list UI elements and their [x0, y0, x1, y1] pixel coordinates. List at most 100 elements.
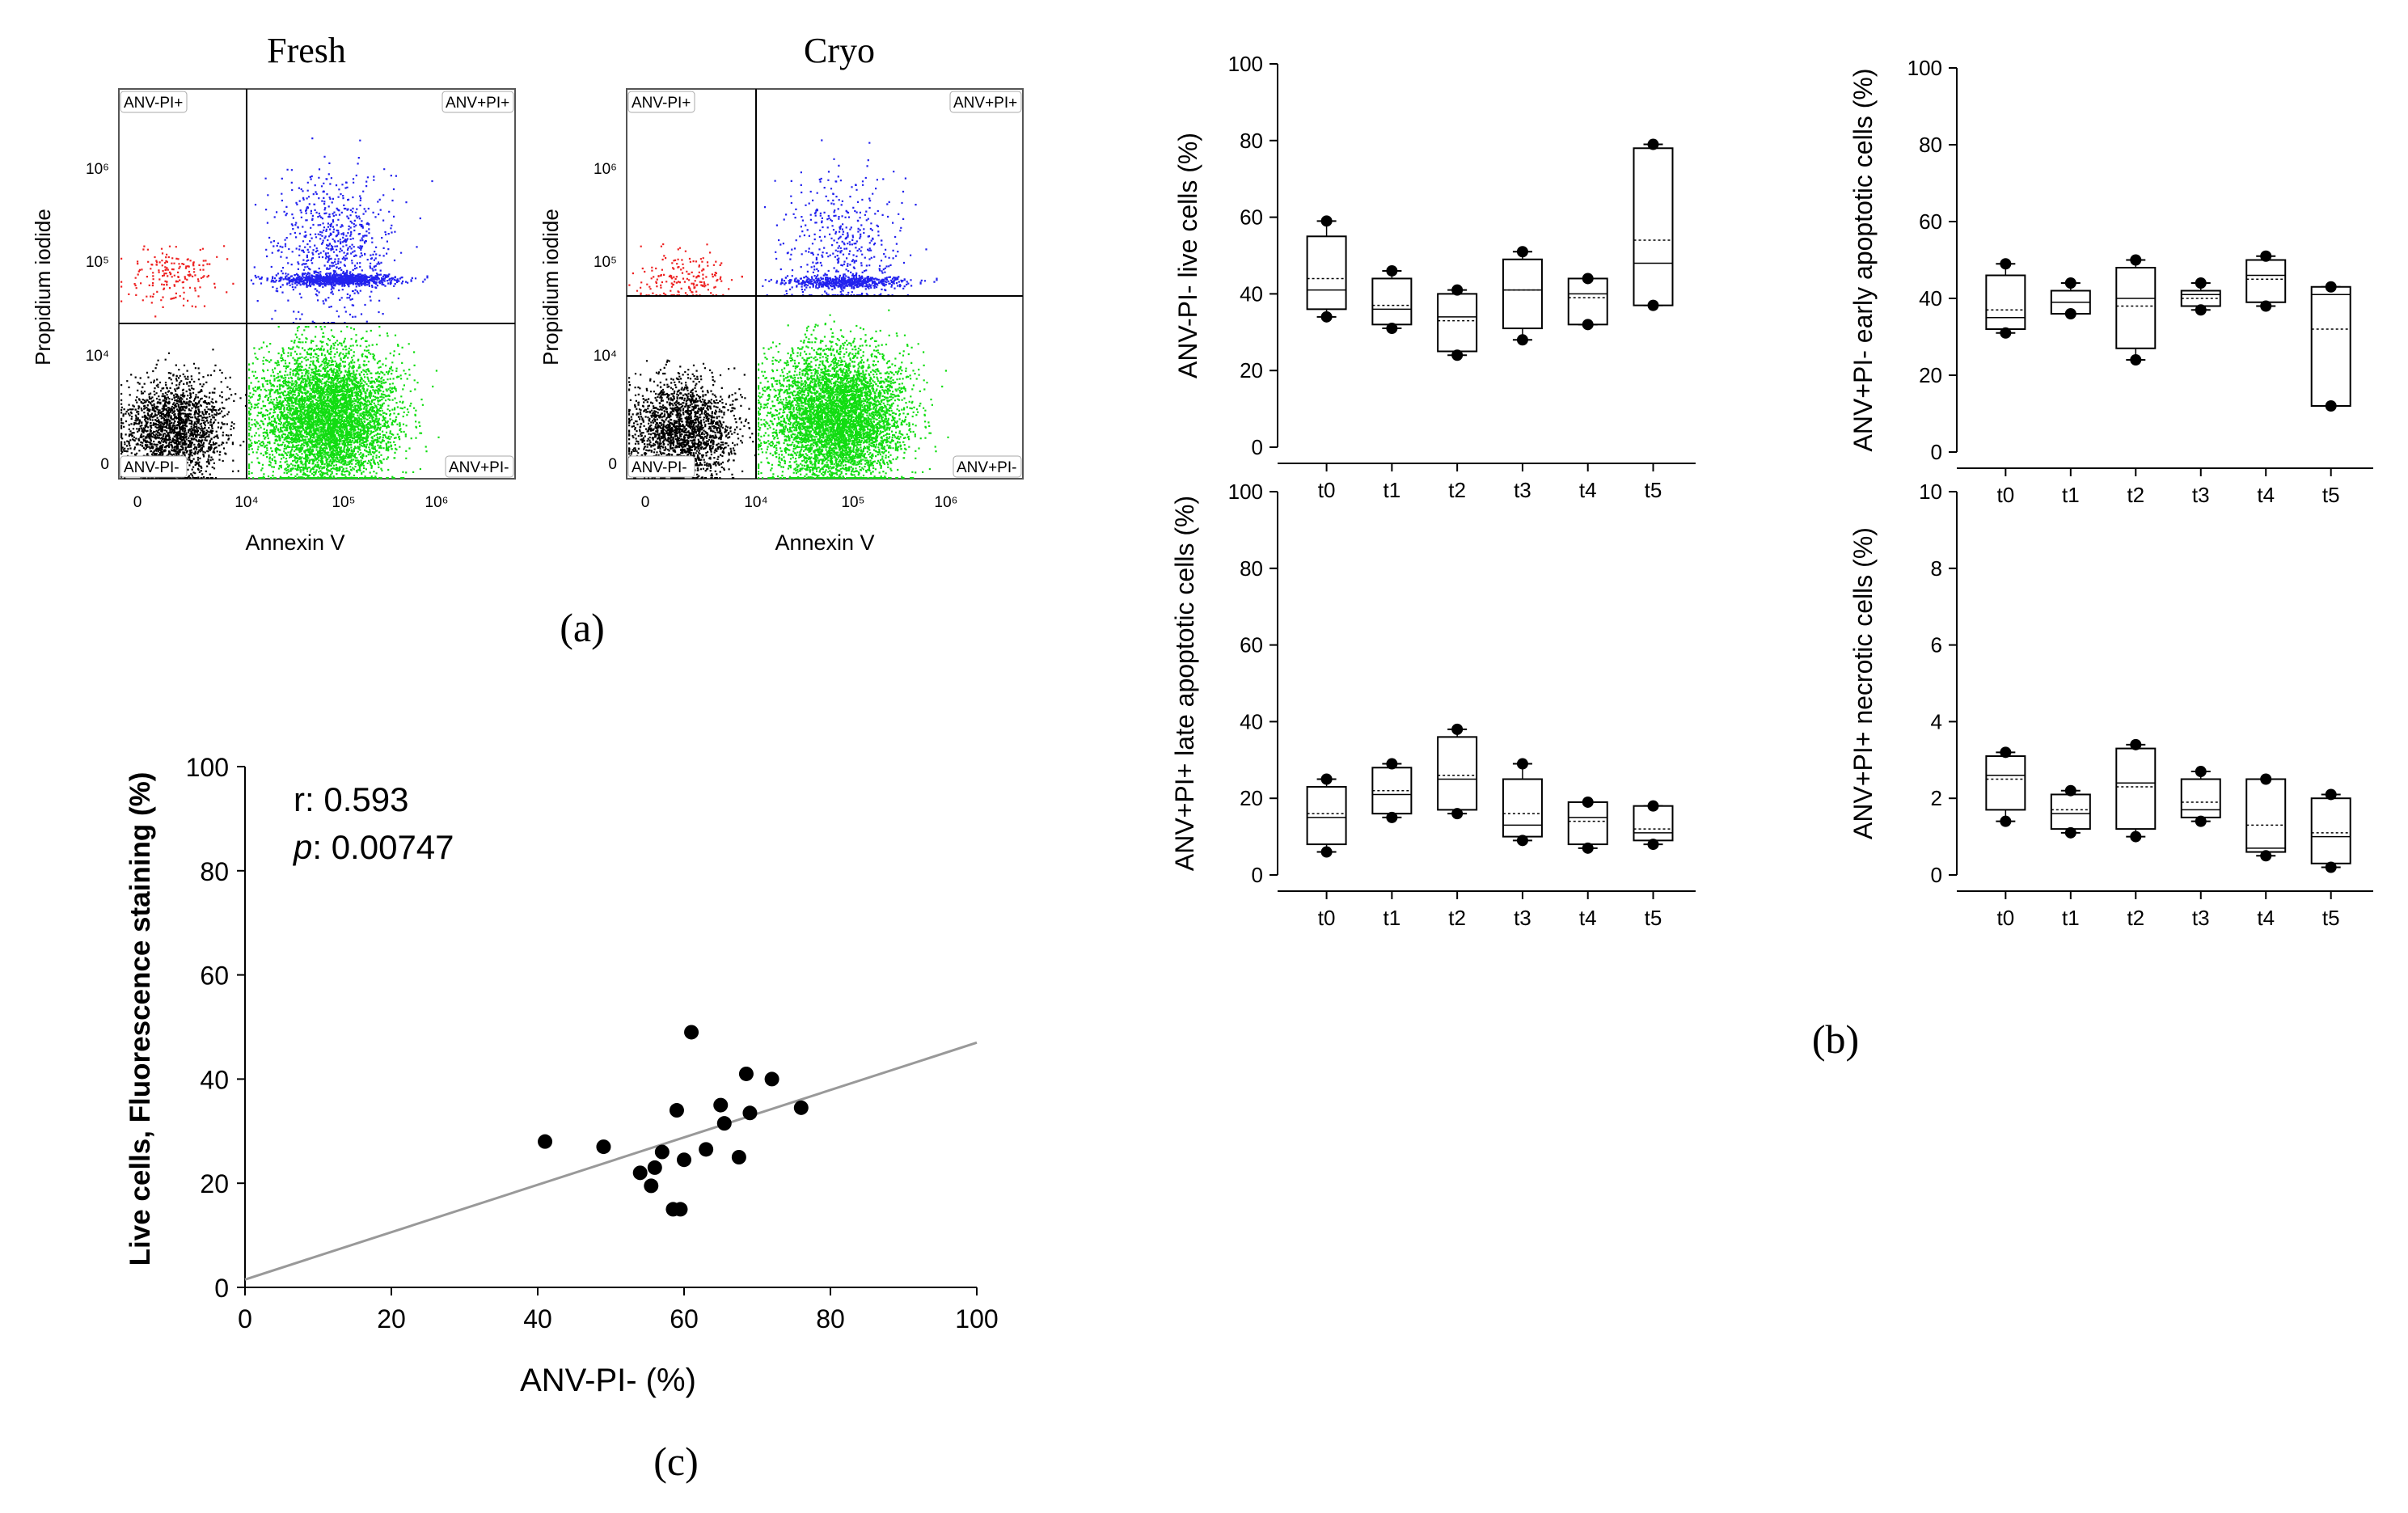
outlier-point	[1647, 839, 1659, 851]
y-tick-label: 6	[1931, 633, 1942, 657]
y-tick-label: 100	[1228, 480, 1263, 504]
outlier-point	[1451, 723, 1464, 735]
y-tick-label: 20	[1919, 363, 1942, 387]
box	[2180, 778, 2221, 818]
x-tick-label: t3	[1514, 478, 1531, 502]
outlier-point	[2325, 861, 2337, 873]
flow-dots-ANV+PI-	[248, 326, 440, 480]
outlier-point	[2130, 254, 2142, 266]
box	[1567, 801, 1608, 846]
x-tick-label: t2	[1448, 478, 1466, 502]
flow-xtick: 10⁶	[935, 494, 958, 511]
data-point	[684, 1025, 699, 1040]
outlier-point	[2130, 830, 2142, 843]
x-tick-label: t2	[1448, 906, 1466, 930]
outlier-point	[1386, 323, 1398, 335]
box	[1437, 736, 1478, 811]
outlier-point	[1386, 811, 1398, 823]
outlier-point	[2064, 277, 2076, 289]
flow-points	[120, 137, 440, 480]
flow-ytick: 10⁴	[86, 348, 109, 365]
data-point	[644, 1178, 659, 1194]
flow-xtick: 10⁶	[425, 494, 449, 511]
r-annotation: r: 0.593	[294, 780, 408, 818]
flow-ylabel: Propidium iodide	[31, 209, 55, 366]
data-point	[632, 1165, 648, 1181]
regression-line	[244, 1041, 978, 1281]
y-axis-label: ANV+PI+ late apoptotic cells (%)	[1170, 496, 1199, 871]
flow-ytick: 10⁶	[86, 161, 109, 178]
y-tick-label: 10	[1919, 480, 1942, 504]
flow-xlabel: Annexin V	[775, 530, 874, 555]
y-tick-label: 100	[186, 753, 229, 782]
flow-title-fresh: Fresh	[267, 31, 346, 70]
outlier-point	[1386, 264, 1398, 277]
box	[2310, 285, 2351, 407]
box	[1437, 293, 1478, 353]
y-tick-label: 0	[1931, 440, 1942, 464]
outlier-point	[1451, 284, 1464, 296]
outlier-point	[1647, 800, 1659, 812]
data-point	[764, 1071, 779, 1087]
outlier-point	[1386, 758, 1398, 770]
y-tick-label: 40	[200, 1065, 229, 1094]
flow-dots-ANV-PI-	[628, 359, 757, 480]
outlier-point	[2260, 773, 2272, 785]
data-point	[673, 1202, 688, 1217]
x-tick-label: t5	[1645, 478, 1662, 502]
x-tick-label: 100	[955, 1304, 998, 1333]
flow-ytick: 10⁵	[86, 254, 109, 271]
data-point	[699, 1142, 714, 1157]
outlier-point	[1451, 808, 1464, 820]
x-tick-label: 40	[523, 1304, 552, 1333]
svg-text:ANV+PI+: ANV+PI+	[953, 95, 1017, 112]
flow-points	[628, 139, 949, 480]
y-tick-label: 40	[1240, 709, 1263, 733]
y-tick-label: 8	[1931, 556, 1942, 581]
boxplot-early-apoptotic: 0 20 40 60 80 100 t0 t1 t2 t3 t4 t5 ANV+PI- early ap…	[1848, 56, 2373, 507]
y-tick-label: 40	[1919, 286, 1942, 311]
outlier-point	[2195, 277, 2207, 289]
flow-xtick: 10⁴	[234, 494, 258, 511]
box	[2245, 259, 2287, 303]
x-tick-label: 0	[238, 1304, 252, 1333]
corr-ylabel: Live cells, Fluorescence staining (%)	[125, 772, 156, 1266]
outlier-point	[2000, 258, 2012, 270]
quadrant-label-ll: ANV-PI-	[627, 455, 695, 478]
quadrant-label-ll: ANV-PI-	[120, 455, 188, 478]
quadrant-label-lr: ANV+PI-	[445, 455, 514, 478]
x-tick-label: t0	[1997, 483, 2015, 507]
outlier-point	[2130, 354, 2142, 366]
x-tick-label: t1	[2062, 906, 2080, 930]
box	[2115, 747, 2157, 830]
x-tick-label: t4	[2257, 906, 2275, 930]
box	[2310, 797, 2351, 864]
outlier-point	[1516, 835, 1528, 847]
outlier-point	[2195, 815, 2207, 827]
y-tick-label: 60	[1919, 209, 1942, 234]
y-axis-label: ANV-PI- live cells (%)	[1173, 133, 1202, 378]
x-tick-label: t4	[2257, 483, 2275, 507]
y-tick-label: 20	[200, 1169, 229, 1198]
flow-xtick: 10⁵	[332, 494, 355, 511]
outlier-point	[2064, 784, 2076, 797]
panel-label-a: (a)	[560, 605, 605, 650]
flow-ylabel: Propidium iodide	[539, 209, 563, 366]
svg-text:ANV-PI+: ANV-PI+	[124, 95, 183, 112]
outlier-point	[2130, 738, 2142, 750]
outlier-point	[1582, 319, 1594, 331]
outlier-point	[2325, 281, 2337, 293]
box	[1502, 258, 1543, 330]
flow-title-cryo: Cryo	[804, 31, 875, 70]
quadrant-label-ul: ANV-PI+	[120, 91, 188, 113]
box	[1371, 277, 1413, 326]
y-tick-label: 0	[1931, 863, 1942, 887]
outlier-point	[1582, 842, 1594, 854]
y-tick-label: 2	[1931, 786, 1942, 810]
outlier-point	[1320, 773, 1333, 785]
x-tick-label: t2	[2127, 906, 2144, 930]
x-tick-label: t0	[1997, 906, 2015, 930]
outlier-point	[2195, 766, 2207, 778]
data-point	[716, 1116, 732, 1131]
data-point	[731, 1150, 746, 1164]
